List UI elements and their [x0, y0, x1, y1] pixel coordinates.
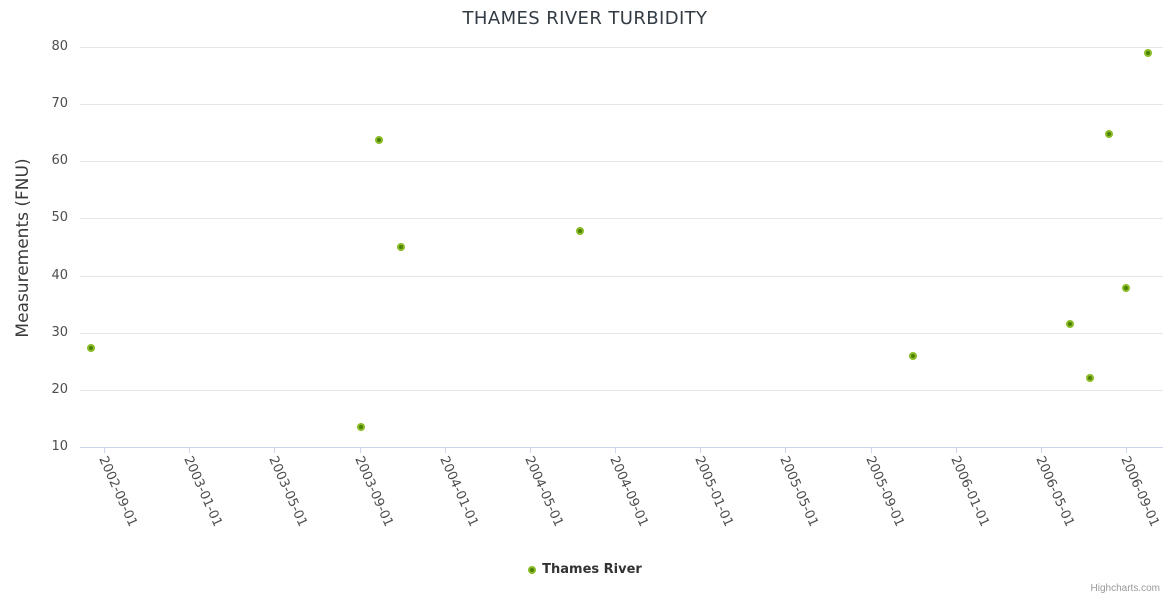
- x-axis-tick: [274, 448, 276, 453]
- x-axis-tick: [785, 448, 787, 453]
- x-axis-tick: [700, 448, 702, 453]
- data-point[interactable]: [1122, 284, 1130, 293]
- x-axis-tick-label: 2005-09-01: [861, 454, 907, 530]
- x-axis-tick-label: 2006-09-01: [1117, 454, 1162, 530]
- legend-label: Thames River: [542, 562, 642, 577]
- x-axis-tick: [1126, 448, 1127, 453]
- x-axis-tick: [444, 448, 446, 453]
- x-axis-tick-label: 2002-09-01: [95, 454, 140, 530]
- data-point[interactable]: [909, 351, 918, 360]
- x-axis-tick-label: 2006-05-01: [1032, 454, 1077, 530]
- x-axis-tick-label: 2006-01-01: [946, 454, 992, 530]
- highcharts-credits-link[interactable]: Highcharts.com: [1090, 583, 1160, 594]
- data-point[interactable]: [86, 344, 95, 353]
- y-axis-tick-label: 50: [51, 210, 68, 226]
- y-axis-tick-label: 30: [51, 324, 68, 340]
- y-gridline: [80, 104, 1163, 106]
- data-point[interactable]: [356, 423, 365, 431]
- x-axis-tick-label: 2005-01-01: [691, 454, 736, 530]
- x-axis-tick: [955, 448, 957, 453]
- data-point[interactable]: [1143, 48, 1152, 57]
- y-gridline: [80, 389, 1163, 391]
- legend-marker-icon: [528, 565, 537, 574]
- x-axis-tick-label: 2005-05-01: [776, 454, 822, 530]
- data-point[interactable]: [374, 135, 383, 144]
- x-axis-tick-label: 2004-05-01: [521, 454, 566, 530]
- x-axis-tick-label: 2003-01-01: [180, 454, 225, 530]
- y-gridline: [80, 218, 1163, 220]
- x-axis-tick: [189, 448, 191, 453]
- data-point[interactable]: [1086, 373, 1095, 382]
- y-gridline: [80, 275, 1163, 277]
- data-point[interactable]: [576, 227, 585, 235]
- x-axis-tick: [359, 448, 361, 453]
- x-axis-tick-label: 2004-09-01: [606, 454, 651, 530]
- y-axis-tick-label: 80: [51, 39, 68, 54]
- x-axis-tick: [870, 448, 872, 453]
- y-axis-tick-label: 40: [51, 267, 68, 283]
- legend-item-thames-river[interactable]: Thames River: [0, 562, 1170, 577]
- y-gridline: [80, 47, 1163, 48]
- data-point[interactable]: [1104, 129, 1113, 138]
- y-axis-tick-label: 60: [51, 153, 68, 169]
- x-axis-tick-label: 2003-09-01: [350, 454, 396, 530]
- x-axis-line: [80, 447, 1163, 448]
- data-point[interactable]: [1066, 320, 1075, 329]
- x-axis-tick-label: 2004-01-01: [435, 454, 481, 530]
- x-axis-tick: [104, 448, 105, 453]
- chart-title: THAMES RIVER TURBIDITY: [462, 8, 708, 29]
- y-axis-tick-label: 70: [51, 96, 68, 112]
- data-point[interactable]: [396, 243, 405, 251]
- y-gridline: [80, 161, 1163, 163]
- x-axis-tick: [615, 448, 616, 453]
- y-axis-title: Measurements (FNU): [13, 158, 33, 338]
- x-axis-tick: [1040, 448, 1042, 453]
- x-axis-tick: [529, 448, 531, 453]
- y-axis-tick-label: 20: [51, 381, 68, 397]
- x-axis-tick-label: 2003-05-01: [265, 454, 311, 530]
- y-axis-tick-label: 10: [51, 439, 68, 454]
- y-gridline: [80, 332, 1163, 334]
